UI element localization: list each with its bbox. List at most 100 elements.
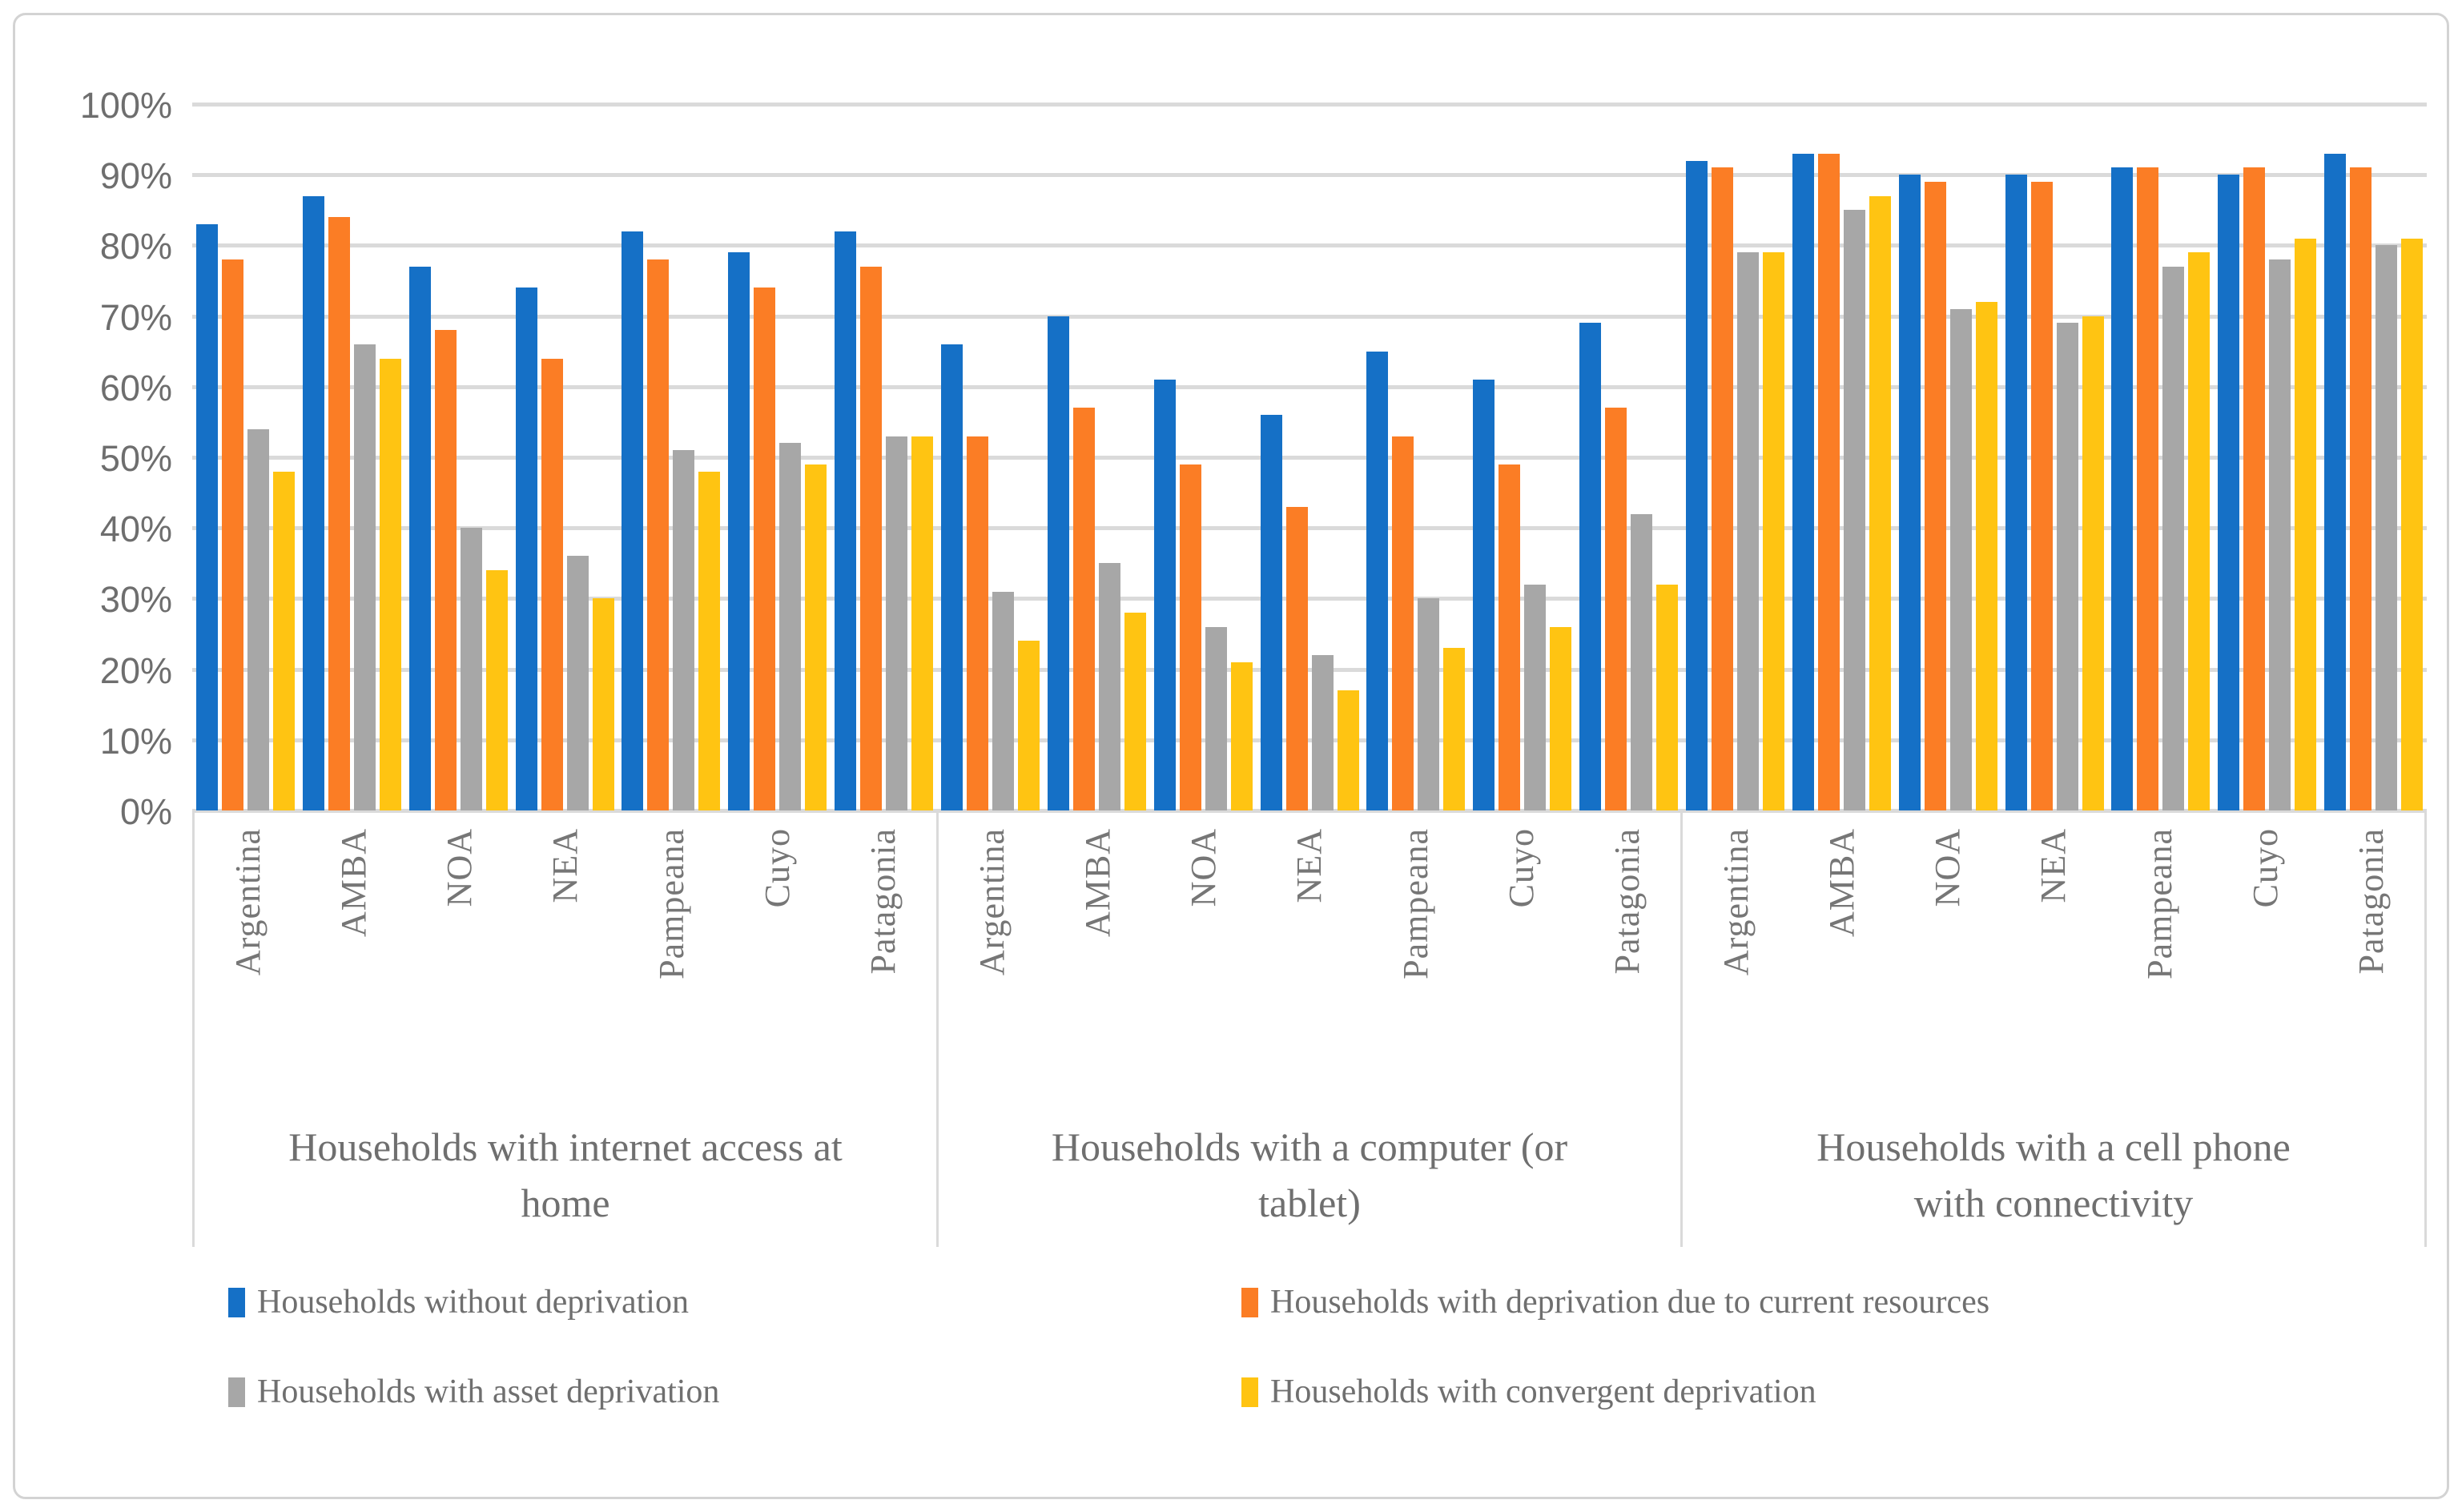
bar [2401, 238, 2424, 810]
bar [592, 598, 614, 810]
bar [379, 358, 401, 810]
bar [541, 358, 563, 810]
bar [1047, 316, 1069, 810]
legend-label: Households with asset deprivation [257, 1373, 720, 1410]
category-label: AMBA [333, 828, 373, 938]
bar [408, 266, 431, 810]
category-label: NEA [1289, 828, 1330, 903]
category-group [192, 104, 299, 810]
bar [2188, 252, 2211, 810]
gridline [192, 526, 2427, 531]
bar-group [1047, 104, 1146, 810]
category-group [831, 104, 937, 810]
bar [1473, 379, 1495, 810]
bar [1392, 436, 1414, 810]
bar-group [940, 104, 1040, 810]
legend-item: Households without deprivation [228, 1283, 1241, 1321]
category-axis: Argentina AMBA NOA NEA Pampeana Cuyo Patagonia… [192, 810, 2427, 1247]
category-label: Pampeana [2139, 828, 2179, 979]
category-label: NOA [1928, 828, 1968, 907]
bar [1098, 563, 1120, 810]
bar-group [302, 104, 401, 810]
bar [485, 570, 508, 810]
y-axis-tick-label: 100% [79, 85, 172, 126]
panel-title: Households with a computer (or tablet) [1051, 1124, 1568, 1225]
category-label: Pampeana [651, 828, 691, 979]
bar [1924, 182, 1946, 810]
legend-item: Households with convergent deprivation [1241, 1373, 1989, 1411]
category-group [1788, 104, 1895, 810]
bar-group [728, 104, 827, 810]
bar [1179, 464, 1201, 810]
legend-swatch [1241, 1287, 1258, 1317]
category-label: Pampeana [1395, 828, 1435, 979]
gridline [192, 597, 2427, 601]
category-group [2320, 104, 2427, 810]
bar [835, 231, 857, 810]
bar [2030, 182, 2053, 810]
y-axis-tick-label: 20% [99, 649, 172, 691]
panel-3 [1682, 104, 2427, 810]
bar [1124, 613, 1146, 810]
axis-label-panel: Argentina AMBA NOA NEA Pampeana Cuyo Patagonia… [1680, 810, 2427, 1247]
legend-swatch [228, 1377, 245, 1407]
bar [2324, 153, 2347, 810]
category-group [405, 104, 512, 810]
bar [779, 443, 802, 810]
bar [2218, 175, 2240, 810]
category-group [1575, 104, 1682, 810]
category-labels: Argentina AMBA NOA NEA Pampeana Cuyo Patagonia [939, 810, 1680, 1119]
panel-title: Households with a cell phone with connect… [1816, 1124, 2291, 1225]
bar [302, 195, 324, 810]
bar [1736, 252, 1759, 810]
category-group [724, 104, 831, 810]
bar [992, 591, 1014, 810]
legend-swatch [228, 1287, 245, 1317]
bar [1285, 506, 1308, 810]
category-label: AMBA [1077, 828, 1117, 938]
gridline [192, 667, 2427, 672]
category-label: NEA [545, 828, 585, 903]
bar [1418, 598, 1440, 810]
bar [860, 266, 883, 810]
gridline [192, 314, 2427, 319]
category-group [1044, 104, 1150, 810]
bar [886, 436, 908, 810]
bar [353, 344, 376, 810]
bar [754, 288, 776, 810]
bar [1205, 626, 1227, 810]
gridline [192, 103, 2427, 107]
bar [1631, 513, 1653, 810]
category-label: Argentina [972, 828, 1012, 976]
category-group [512, 104, 618, 810]
bar [673, 450, 695, 810]
bar [221, 259, 243, 810]
bar-group [1685, 104, 1784, 810]
bar [1337, 690, 1359, 810]
category-group [1682, 104, 1788, 810]
bar-group [1898, 104, 1997, 810]
y-axis-tick-label: 30% [99, 579, 172, 621]
category-label: NEA [2034, 828, 2074, 903]
category-label: Cuyo [2246, 828, 2286, 908]
bar [805, 464, 827, 810]
category-label: Cuyo [758, 828, 798, 908]
bar [622, 231, 644, 810]
y-axis-tick-label: 40% [99, 509, 172, 550]
bar [1817, 153, 1840, 810]
category-group [1257, 104, 1363, 810]
bar [1869, 195, 1891, 810]
bar-group [1473, 104, 1572, 810]
bar [1230, 662, 1253, 810]
bar [2111, 167, 2134, 810]
bar [911, 436, 934, 810]
category-group [1469, 104, 1575, 810]
bar [966, 436, 988, 810]
bar [1499, 464, 1521, 810]
panel-2 [937, 104, 1682, 810]
bar [1949, 308, 1972, 810]
bar [1260, 415, 1282, 810]
category-label: AMBA [1821, 828, 1861, 938]
bar-group [2005, 104, 2104, 810]
bar [1685, 160, 1708, 810]
